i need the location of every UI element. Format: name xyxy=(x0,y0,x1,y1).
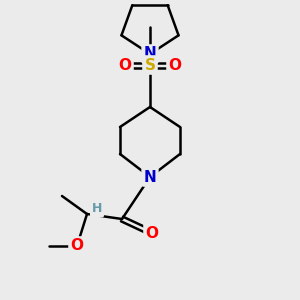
Text: H: H xyxy=(92,202,102,215)
Text: O: O xyxy=(169,58,182,73)
Text: O: O xyxy=(146,226,158,241)
Text: O: O xyxy=(118,58,131,73)
Text: S: S xyxy=(145,58,155,73)
Text: N: N xyxy=(144,46,156,62)
Text: N: N xyxy=(144,169,156,184)
Text: O: O xyxy=(70,238,83,253)
